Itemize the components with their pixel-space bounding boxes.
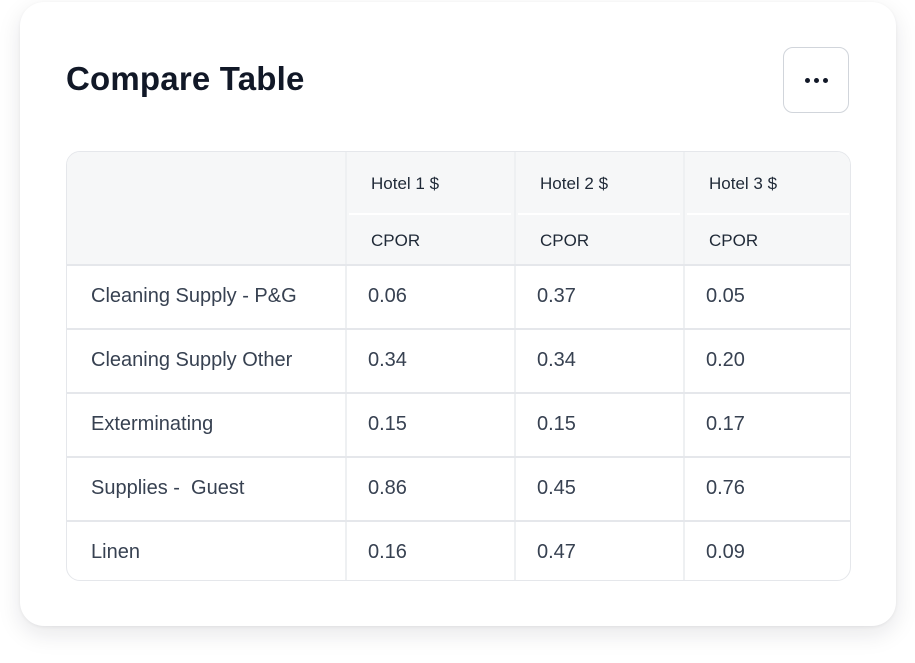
- table-cell: 0.47: [537, 541, 576, 563]
- table-cell: 0.37: [537, 285, 576, 307]
- column-header-hotel-1[interactable]: Hotel 1 $: [371, 174, 440, 193]
- column-divider: [683, 152, 685, 580]
- column-subheader-hotel-2: CPOR: [540, 231, 590, 250]
- column-divider: [345, 152, 347, 580]
- table-cell: 0.20: [706, 349, 745, 371]
- row-divider: [67, 456, 850, 458]
- row-label-supplies-guest: Supplies - Guest: [91, 477, 245, 499]
- card-title: Compare Table: [66, 60, 305, 97]
- table-cell: 0.34: [537, 349, 576, 371]
- table-cell: 0.45: [537, 477, 576, 499]
- table-cell: 0.05: [706, 285, 745, 307]
- column-subheader-hotel-1: CPOR: [371, 231, 421, 250]
- table-cell: 0.16: [368, 541, 407, 563]
- row-label-linen: Linen: [91, 541, 140, 563]
- table-cell: 0.76: [706, 477, 745, 499]
- compare-table: Hotel 1 $ Hotel 2 $ Hotel 3 $ CPOR CPOR …: [66, 151, 851, 581]
- table-cell: 0.06: [368, 285, 407, 307]
- row-divider: [67, 392, 850, 394]
- row-label-cleaning-supply-pg: Cleaning Supply - P&G: [91, 285, 297, 307]
- header-divider: [349, 213, 511, 215]
- row-divider: [67, 328, 850, 330]
- column-subheader-hotel-3: CPOR: [709, 231, 759, 250]
- header-divider: [518, 213, 680, 215]
- table-cell: 0.86: [368, 477, 407, 499]
- row-label-cleaning-supply-other: Cleaning Supply Other: [91, 349, 293, 371]
- column-header-hotel-2[interactable]: Hotel 2 $: [540, 174, 609, 193]
- table-header: [67, 152, 850, 265]
- table-cell: 0.09: [706, 541, 745, 563]
- row-divider: [67, 520, 850, 522]
- row-label-exterminating: Exterminating: [91, 413, 214, 435]
- more-options-button[interactable]: [783, 47, 849, 113]
- table-cell: 0.17: [706, 413, 745, 435]
- compare-table-card: Compare Table Hotel 1 $ Hotel 2 $ Hotel …: [20, 2, 896, 626]
- column-header-hotel-3[interactable]: Hotel 3 $: [709, 174, 778, 193]
- table-cell: 0.15: [537, 413, 576, 435]
- table-cell: 0.15: [368, 413, 407, 435]
- table-cell: 0.34: [368, 349, 407, 371]
- row-divider: [67, 264, 850, 266]
- header-divider: [687, 213, 849, 215]
- more-horizontal-icon: [803, 77, 830, 83]
- column-divider: [514, 152, 516, 580]
